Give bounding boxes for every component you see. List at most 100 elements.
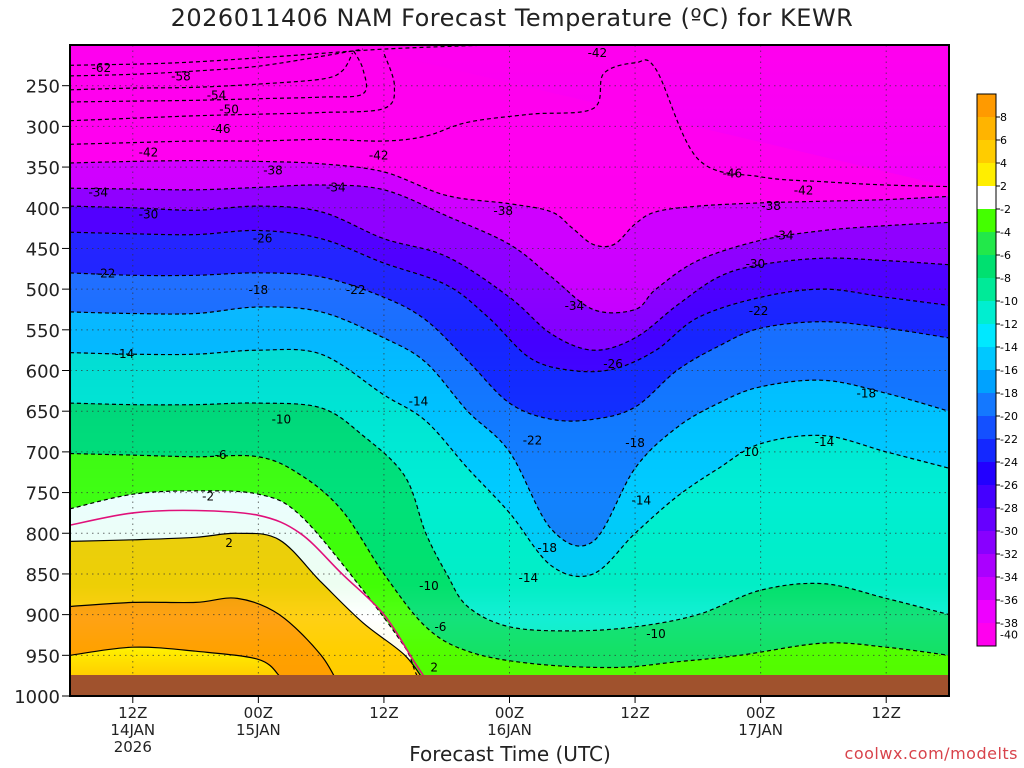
y-tick-label: 250 <box>26 77 60 98</box>
y-tick-label: 350 <box>26 158 60 179</box>
x-tick-label: 00Z <box>495 704 524 722</box>
temperature-band <box>70 453 949 695</box>
y-axis: 250 300 350 400 450 500 550 600 650 700 750 800 850 9… <box>14 77 70 708</box>
colorbar-label: -14 <box>1000 341 1018 354</box>
y-tick-label: 900 <box>26 606 60 627</box>
colorbar-label: 4 <box>1000 157 1007 170</box>
contour-label: 2 <box>430 661 438 675</box>
temperature-band <box>70 206 949 372</box>
x-tick-label: 2026 <box>114 738 152 756</box>
temperature-band <box>70 59 949 247</box>
y-tick-label: 800 <box>26 524 60 545</box>
contour-label: -10 <box>419 579 439 593</box>
contour-label: -34 <box>88 185 108 199</box>
isotherm-line <box>70 184 949 314</box>
contour-label: -38 <box>263 163 283 177</box>
contour-label: -2 <box>202 490 214 504</box>
contour-label: -14 <box>409 394 429 408</box>
colorbar-swatch <box>977 439 996 463</box>
colorbar-label: -30 <box>1000 525 1018 538</box>
x-tick-label: 12Z <box>620 704 649 722</box>
y-tick-label: 500 <box>26 280 60 301</box>
contour-label: -18 <box>537 541 557 555</box>
colorbar-label: -10 <box>1000 295 1018 308</box>
y-tick-label: 400 <box>26 199 60 220</box>
temperature-band <box>70 49 395 121</box>
credit-link[interactable]: coolwx.com/modelts <box>844 744 1018 763</box>
colorbar-swatch <box>977 485 996 509</box>
y-tick-label: 700 <box>26 443 60 464</box>
temperature-band <box>70 597 343 692</box>
contour-label: -42 <box>369 149 389 163</box>
x-tick-label: 00Z <box>244 704 273 722</box>
colorbar-swatch <box>977 278 996 302</box>
contour-label: -10 <box>739 445 759 459</box>
ground-surface <box>70 675 949 696</box>
contour-label: -18 <box>249 283 269 297</box>
x-tick-label: 00Z <box>746 704 775 722</box>
colorbar-swatch <box>977 255 996 279</box>
colorbar-label: -12 <box>1000 318 1018 331</box>
contour-label: -50 <box>219 102 239 116</box>
colorbar-swatch <box>977 416 996 440</box>
contour-label: -42 <box>588 46 608 60</box>
colorbar-swatch <box>977 140 996 164</box>
temperature-band <box>70 306 949 577</box>
freezing-isotherm-line <box>70 509 437 695</box>
contour-label: -10 <box>646 627 666 641</box>
contour-label: -22 <box>346 283 366 297</box>
isotherm-line <box>70 205 949 351</box>
colorbar-label: -40 <box>1000 629 1018 642</box>
contour-label: -34 <box>774 228 794 242</box>
colorbar-swatch <box>977 393 996 417</box>
y-tick-label: 600 <box>26 362 60 383</box>
isotherm-line <box>70 52 396 122</box>
temperature-band <box>70 53 949 187</box>
contour-label-layer: -62-58-54-50-46-42 -42-42-38 -46-42-34 -34-… <box>88 46 877 691</box>
contour-label: -38 <box>493 204 513 218</box>
colorbar: 8 6 4 2 -2 -4 -6 -8 -10 -12 -14 -16 -18 -20 -22 -24 -26 -… <box>976 93 1018 647</box>
colorbar-swatch <box>977 117 996 141</box>
x-axis-label: Forecast Time (UTC) <box>409 742 611 766</box>
contour-label: -22 <box>96 267 116 281</box>
colorbar-label: -26 <box>1000 479 1018 492</box>
colorbar-label: -6 <box>1000 249 1011 262</box>
contour-label: -18 <box>857 386 877 400</box>
isotherm-line <box>70 490 949 696</box>
colorbar-swatch <box>977 324 996 348</box>
contour-label: -46 <box>723 167 743 181</box>
colorbar-swatch <box>977 347 996 371</box>
temperature-band <box>70 490 949 695</box>
contour-label: -30 <box>139 207 159 221</box>
contour-label: -6 <box>434 620 446 634</box>
colorbar-label: -4 <box>1000 226 1011 239</box>
x-tick-label: 12Z <box>369 704 398 722</box>
temperature-band <box>70 160 949 313</box>
x-tick-label: 16JAN <box>487 721 532 739</box>
contour-label: -14 <box>632 494 652 508</box>
isotherm-line <box>70 306 949 547</box>
y-tick-label: 750 <box>26 484 60 505</box>
isotherm-line <box>70 59 949 188</box>
isotherm-line <box>70 646 280 677</box>
contour-label: -58 <box>171 70 191 84</box>
y-tick-label: 300 <box>26 117 60 138</box>
contour-label: -22 <box>523 433 543 447</box>
contour-label: -30 <box>746 257 766 271</box>
temperature-band <box>70 230 949 422</box>
colorbar-label: -8 <box>1000 272 1011 285</box>
temperature-band <box>70 533 426 692</box>
isotherm-line <box>70 48 364 77</box>
plot-area: -62-58-54-50-46-42 -42-42-38 -46-42-34 -34-… <box>70 45 949 696</box>
contour-label: -26 <box>603 357 623 371</box>
colorbar-label: -2 <box>1000 203 1011 216</box>
colorbar-label: -24 <box>1000 456 1018 469</box>
contour-label: -34 <box>326 180 346 194</box>
contour-label: -62 <box>92 61 112 75</box>
isotherm-layer <box>70 45 949 696</box>
colorbar-label: -32 <box>1000 548 1018 561</box>
colorbar-swatch <box>977 462 996 486</box>
contour-label: -34 <box>565 299 585 313</box>
isotherm-line <box>70 159 949 248</box>
